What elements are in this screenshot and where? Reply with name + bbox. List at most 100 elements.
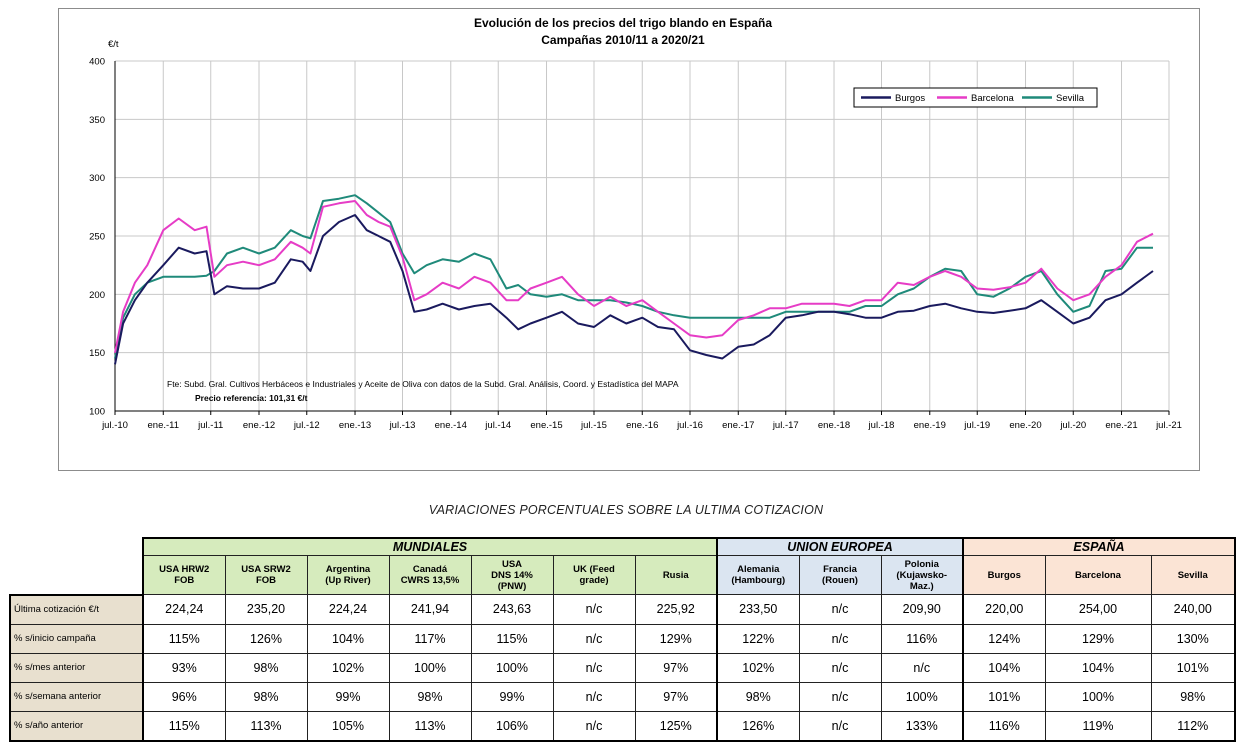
table-cell: 241,94 — [388, 594, 472, 625]
table-cell: 105% — [306, 710, 390, 742]
column-header-line: Barcelona — [1075, 569, 1121, 581]
column-header: Alemania (Hambourg) — [716, 555, 800, 595]
table-cell: 129% — [1044, 623, 1152, 654]
table-cell: 209,90 — [880, 594, 964, 625]
series-lines — [114, 194, 1154, 365]
table-cell: 243,63 — [470, 594, 554, 625]
legend-label-burgos: Burgos — [895, 93, 925, 104]
grid — [114, 60, 1170, 412]
table-cell: n/c — [798, 623, 882, 654]
table-cell: 125% — [634, 710, 718, 742]
column-header-row: USA HRW2 FOB USA SRW2 FOB Argentina (Up River… — [10, 555, 1236, 595]
table-cell: 115% — [142, 710, 226, 742]
table-cell: 101% — [962, 681, 1046, 712]
table-title: VARIACIONES PORCENTUALES SOBRE LA ULTIMA… — [428, 503, 824, 517]
table-cell: 113% — [388, 710, 472, 742]
column-header-line: DNS 14% — [491, 569, 533, 581]
table-row: % s/año anterior 115% 113% 105% 113% 106% n/c 1… — [9, 710, 1236, 742]
table-cell: 133% — [880, 710, 964, 742]
table-cell: 104% — [1044, 652, 1152, 683]
table-cell: 97% — [634, 652, 718, 683]
table-cell: n/c — [552, 681, 636, 712]
column-header-line: Francia — [823, 564, 857, 575]
table-row: % s/mes anterior 93% 98% 102% 100% 100% n/c 97%… — [9, 652, 1236, 683]
table-cell: 122% — [716, 623, 800, 654]
column-header: USA DNS 14% (PNW) — [470, 555, 554, 595]
table-cell: 220,00 — [962, 594, 1046, 625]
x-tick-label: ene.-21 — [1105, 420, 1137, 431]
x-tick-label: jul.-11 — [197, 420, 223, 431]
x-tick-label: jul.-19 — [963, 420, 990, 431]
x-tick-label: jul.-15 — [580, 420, 607, 431]
series-line-sevilla — [114, 194, 1153, 359]
row-label: % s/mes anterior — [9, 652, 144, 683]
table-cell: 129% — [634, 623, 718, 654]
table-cell: 235,20 — [224, 594, 308, 625]
column-header: USA SRW2 FOB — [224, 555, 308, 595]
column-header-line: (Rouen) — [822, 575, 858, 586]
table-cell: 98% — [716, 681, 800, 712]
table-cell: n/c — [552, 594, 636, 625]
table-cell: 100% — [388, 652, 472, 683]
x-tick-label: jul.-18 — [868, 420, 895, 431]
column-header: USA HRW2 FOB — [142, 555, 226, 595]
column-header-line: Rusia — [662, 569, 689, 581]
table-cell: n/c — [552, 710, 636, 742]
column-header-line: USA — [501, 558, 523, 570]
column-header: Canadá CWRS 13,5% — [388, 555, 472, 595]
table-cell: 98% — [224, 681, 308, 712]
axes: jul.-10 ene.-11 jul.-11 ene.-12 jul.-12 ene.-… — [89, 57, 1182, 432]
table-cell: 124% — [962, 623, 1046, 654]
column-header-line: (Hambourg) — [731, 575, 786, 586]
table-cell: 98% — [1150, 681, 1236, 712]
table-cell: 116% — [880, 623, 964, 654]
price-chart: Evolución de los precios del trigo bland… — [89, 16, 1182, 432]
column-header-line: Canadá — [412, 564, 448, 575]
y-tick-label: 150 — [89, 348, 105, 359]
y-axis-label: €/t — [108, 39, 119, 50]
table-cell: 96% — [142, 681, 226, 712]
table-cell: 115% — [470, 623, 554, 654]
table-cell: 254,00 — [1044, 594, 1152, 625]
table-cell: 224,24 — [306, 594, 390, 625]
column-header: Barcelona — [1044, 555, 1152, 595]
column-header-line: Sevilla — [1177, 569, 1208, 581]
group-mundiales: MUNDIALES — [142, 537, 718, 556]
legend-label-barcelona: Barcelona — [971, 93, 1014, 104]
table-cell: 240,00 — [1150, 594, 1236, 625]
table-cell: 116% — [962, 710, 1046, 742]
column-header-line: Alemania — [737, 564, 780, 575]
table-cell: 100% — [880, 681, 964, 712]
table-cell: 97% — [634, 681, 718, 712]
table-cell: 126% — [716, 710, 800, 742]
column-header-line: Burgos — [987, 569, 1021, 581]
table-cell: 113% — [224, 710, 308, 742]
column-header-line: UK (Feed — [573, 564, 615, 575]
table-cell: 112% — [1150, 710, 1236, 742]
table-row: Última cotización €/t 224,24 235,20 224,24 2… — [9, 593, 1236, 625]
table-cell: n/c — [798, 681, 882, 712]
x-tick-label: ene.-13 — [339, 420, 371, 431]
group-header-row: MUNDIALES UNION EUROPEA ESPAÑA — [10, 537, 1236, 556]
table-cell: 130% — [1150, 623, 1236, 654]
row-label: % s/año anterior — [9, 710, 144, 742]
table-cell: n/c — [880, 652, 964, 683]
x-tick-label: ene.-12 — [243, 420, 275, 431]
x-tick-label: ene.-14 — [435, 420, 467, 431]
chart-subtitle: Campañas 2010/11 a 2020/21 — [541, 33, 705, 47]
blank-cell — [10, 556, 143, 595]
x-tick-label: jul.-13 — [389, 420, 416, 431]
legend-box — [853, 87, 1098, 108]
table-cell: 119% — [1044, 710, 1152, 742]
x-tick-label: ene.-18 — [818, 420, 850, 431]
x-tick-label: jul.-17 — [772, 420, 799, 431]
x-tick-label: jul.-16 — [676, 420, 703, 431]
series-line-burgos — [114, 214, 1154, 365]
column-header-line: Polonia — [904, 558, 939, 570]
x-tick-label: ene.-20 — [1009, 420, 1041, 431]
table-row: % s/semana anterior 96% 98% 99% 98% 99% n/c 97%… — [9, 681, 1236, 712]
table-cell: 98% — [224, 652, 308, 683]
x-tick-label: ene.-11 — [148, 420, 180, 431]
table-cell: n/c — [798, 710, 882, 742]
table-cell: 104% — [962, 652, 1046, 683]
